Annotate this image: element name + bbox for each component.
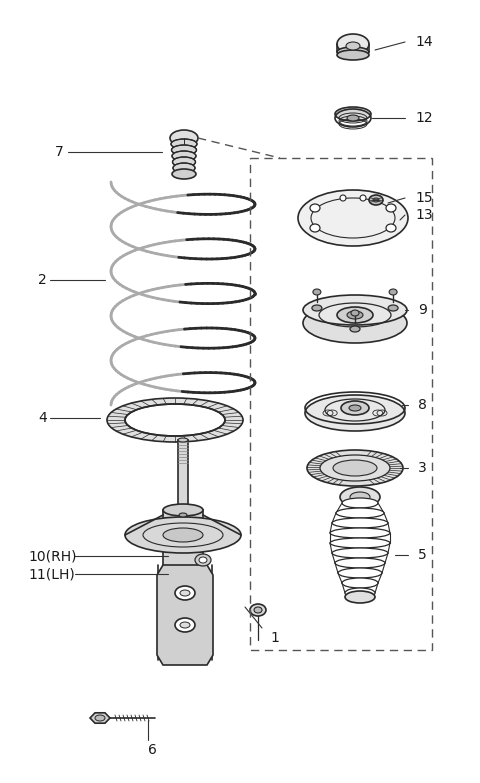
- Ellipse shape: [163, 528, 203, 542]
- Ellipse shape: [173, 163, 195, 173]
- Ellipse shape: [171, 145, 196, 155]
- Text: 6: 6: [148, 743, 157, 757]
- Bar: [178, 440, 188, 510]
- Ellipse shape: [332, 548, 388, 558]
- Ellipse shape: [310, 224, 320, 232]
- Ellipse shape: [195, 554, 211, 566]
- Text: 9: 9: [418, 303, 427, 317]
- Ellipse shape: [335, 558, 385, 568]
- Ellipse shape: [336, 508, 384, 518]
- Ellipse shape: [172, 151, 196, 161]
- Bar: [250, 158, 432, 650]
- Ellipse shape: [163, 504, 203, 516]
- Ellipse shape: [347, 115, 359, 121]
- Ellipse shape: [350, 492, 370, 502]
- Ellipse shape: [163, 614, 203, 626]
- Ellipse shape: [347, 311, 363, 319]
- Ellipse shape: [95, 715, 105, 721]
- Ellipse shape: [180, 590, 190, 596]
- Ellipse shape: [250, 604, 266, 616]
- Ellipse shape: [179, 513, 187, 517]
- Ellipse shape: [170, 130, 198, 146]
- Ellipse shape: [335, 107, 371, 121]
- Ellipse shape: [307, 450, 403, 486]
- Ellipse shape: [337, 34, 369, 54]
- Ellipse shape: [388, 305, 398, 311]
- Ellipse shape: [175, 618, 195, 632]
- Ellipse shape: [180, 622, 190, 628]
- Ellipse shape: [342, 578, 378, 588]
- Text: 4: 4: [38, 411, 47, 425]
- Ellipse shape: [369, 195, 383, 205]
- Text: 13: 13: [415, 208, 432, 222]
- Text: 1: 1: [270, 631, 279, 645]
- Ellipse shape: [337, 47, 369, 57]
- Ellipse shape: [332, 518, 388, 528]
- Ellipse shape: [125, 517, 241, 553]
- Bar: [163, 510, 203, 620]
- Text: 14: 14: [415, 35, 432, 49]
- Ellipse shape: [345, 588, 375, 598]
- Text: 3: 3: [418, 461, 427, 475]
- Text: 7: 7: [55, 145, 64, 159]
- Ellipse shape: [386, 224, 396, 232]
- Ellipse shape: [313, 289, 321, 295]
- Text: 5: 5: [418, 548, 427, 562]
- Text: 15: 15: [415, 191, 432, 205]
- Ellipse shape: [389, 289, 397, 295]
- Ellipse shape: [350, 326, 360, 332]
- Ellipse shape: [333, 460, 377, 476]
- Text: 10(RH): 10(RH): [28, 549, 76, 563]
- Text: 8: 8: [418, 398, 427, 412]
- Ellipse shape: [338, 568, 382, 578]
- Ellipse shape: [107, 398, 243, 442]
- Ellipse shape: [175, 586, 195, 600]
- Ellipse shape: [178, 438, 188, 442]
- Ellipse shape: [341, 401, 369, 415]
- Ellipse shape: [254, 607, 262, 613]
- Ellipse shape: [312, 305, 322, 311]
- Ellipse shape: [330, 528, 390, 538]
- Ellipse shape: [340, 487, 380, 507]
- Ellipse shape: [351, 310, 359, 316]
- Ellipse shape: [360, 195, 366, 201]
- Ellipse shape: [337, 50, 369, 60]
- Polygon shape: [90, 713, 110, 723]
- Ellipse shape: [298, 190, 408, 246]
- Ellipse shape: [172, 157, 195, 167]
- Ellipse shape: [349, 405, 361, 411]
- Polygon shape: [157, 565, 213, 665]
- Ellipse shape: [373, 198, 379, 202]
- Ellipse shape: [330, 538, 390, 548]
- Ellipse shape: [199, 557, 207, 563]
- Ellipse shape: [171, 139, 197, 149]
- Ellipse shape: [172, 169, 196, 179]
- Ellipse shape: [342, 498, 378, 508]
- Text: 12: 12: [415, 111, 432, 125]
- Ellipse shape: [340, 195, 346, 201]
- Ellipse shape: [345, 591, 375, 603]
- Ellipse shape: [125, 404, 225, 436]
- Ellipse shape: [346, 42, 360, 50]
- Ellipse shape: [176, 507, 190, 513]
- Ellipse shape: [303, 303, 407, 343]
- Text: 2: 2: [38, 273, 47, 287]
- Ellipse shape: [386, 204, 396, 212]
- Text: 11(LH): 11(LH): [28, 567, 75, 581]
- Ellipse shape: [337, 307, 373, 323]
- Ellipse shape: [310, 204, 320, 212]
- Ellipse shape: [305, 395, 405, 431]
- Ellipse shape: [303, 295, 407, 325]
